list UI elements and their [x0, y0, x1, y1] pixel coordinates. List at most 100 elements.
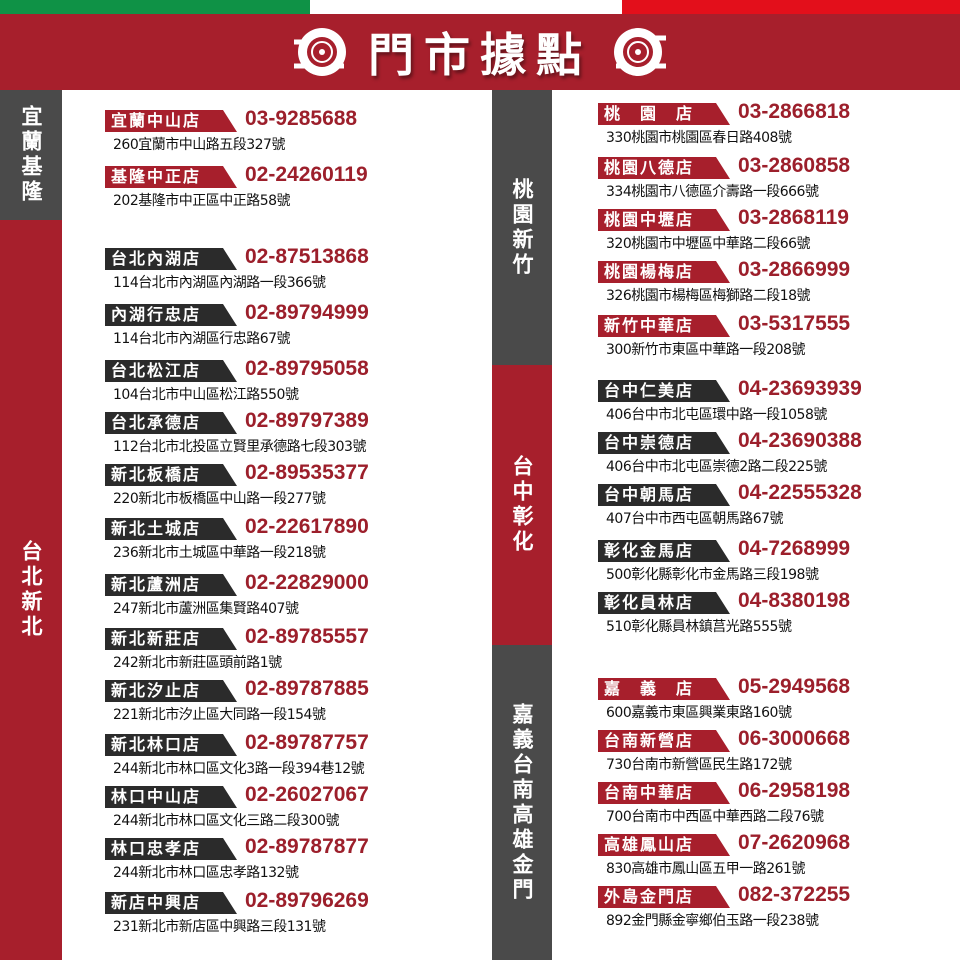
- store-name: 台北松江店: [105, 360, 237, 382]
- store-phone[interactable]: 04-8380198: [738, 589, 851, 612]
- store-phone[interactable]: 02-89794999: [245, 301, 369, 324]
- store-address: 247新北市蘆洲區集賢路407號: [113, 601, 299, 617]
- store-address: 326桃園市楊梅區梅獅路二段18號: [606, 288, 811, 304]
- store-address: 700台南市中西區中華西路二段76號: [606, 809, 824, 825]
- header: 門市據點: [0, 14, 960, 90]
- store-name: 高雄鳳山店: [598, 834, 730, 856]
- store-phone[interactable]: 02-89797389: [245, 409, 369, 432]
- store-phone[interactable]: 04-23690388: [738, 429, 862, 452]
- store-address: 231新北市新店區中興路三段131號: [113, 919, 326, 935]
- store-phone[interactable]: 02-89787885: [245, 677, 369, 700]
- store-name: 新北土城店: [105, 518, 237, 540]
- store-name: 桃園楊梅店: [598, 261, 730, 283]
- store-address: 600嘉義市東區興業東路160號: [606, 705, 792, 721]
- store-name: 新北汐止店: [105, 680, 237, 702]
- store-address: 221新北市汐止區大同路一段154號: [113, 707, 326, 723]
- region-bar: 台北新北: [0, 220, 62, 960]
- region-bar: 嘉義台南高雄金門: [492, 645, 552, 960]
- store-address: 244新北市林口區文化三路二段300號: [113, 813, 339, 829]
- store-address: 244新北市林口區忠孝路132號: [113, 865, 299, 881]
- store-address: 830高雄市鳳山區五甲一路261號: [606, 861, 805, 877]
- store-address: 330桃園市桃園區春日路408號: [606, 130, 792, 146]
- region-bar: 桃園新竹: [492, 90, 552, 365]
- store-name: 宜蘭中山店: [105, 110, 237, 132]
- store-phone[interactable]: 082-372255: [738, 883, 851, 906]
- stripe-green: [0, 0, 310, 14]
- store-phone[interactable]: 04-23693939: [738, 377, 862, 400]
- store-phone[interactable]: 04-22555328: [738, 481, 862, 504]
- store-phone[interactable]: 03-2866818: [738, 100, 851, 123]
- store-phone[interactable]: 02-89787757: [245, 731, 369, 754]
- store-name: 嘉 義 店: [598, 678, 730, 700]
- tire-icon: [294, 28, 346, 76]
- stripe-red: [622, 0, 960, 14]
- store-phone[interactable]: 02-22617890: [245, 515, 369, 538]
- store-phone[interactable]: 06-3000668: [738, 727, 851, 750]
- store-phone[interactable]: 02-89787877: [245, 835, 369, 858]
- store-phone[interactable]: 05-2949568: [738, 675, 851, 698]
- store-phone[interactable]: 03-5317555: [738, 312, 851, 335]
- store-address: 406台中市北屯區崇德2路二段225號: [606, 459, 827, 475]
- store-name: 新北新莊店: [105, 628, 237, 650]
- store-phone[interactable]: 02-24260119: [245, 163, 368, 186]
- store-address: 260宜蘭市中山路五段327號: [113, 137, 285, 153]
- store-address: 730台南市新營區民生路172號: [606, 757, 792, 773]
- store-address: 892金門縣金寧鄉伯玉路一段238號: [606, 913, 819, 929]
- store-address: 320桃園市中壢區中華路二段66號: [606, 236, 811, 252]
- store-phone[interactable]: 07-2620968: [738, 831, 851, 854]
- store-phone[interactable]: 02-87513868: [245, 245, 369, 268]
- store-phone[interactable]: 03-9285688: [245, 107, 358, 130]
- store-name: 新北蘆洲店: [105, 574, 237, 596]
- store-name: 台北內湖店: [105, 248, 237, 270]
- store-phone[interactable]: 02-89785557: [245, 625, 369, 648]
- store-name: 林口忠孝店: [105, 838, 237, 860]
- store-name: 彰化金馬店: [598, 540, 730, 562]
- store-address: 114台北市內湖區內湖路一段366號: [113, 275, 326, 291]
- store-name: 內湖行忠店: [105, 304, 237, 326]
- store-name: 新北板橋店: [105, 464, 237, 486]
- store-name: 彰化員林店: [598, 592, 730, 614]
- stripe-white: [310, 0, 622, 14]
- store-name: 台中朝馬店: [598, 484, 730, 506]
- store-phone[interactable]: 03-2868119: [738, 206, 849, 229]
- store-name: 台中崇德店: [598, 432, 730, 454]
- store-phone[interactable]: 02-89795058: [245, 357, 369, 380]
- store-phone[interactable]: 03-2860858: [738, 154, 851, 177]
- store-name: 新店中興店: [105, 892, 237, 914]
- store-address: 112台北市北投區立賢里承德路七段303號: [113, 439, 366, 455]
- page-title: 門市據點: [368, 28, 592, 82]
- store-phone[interactable]: 02-26027067: [245, 783, 369, 806]
- store-address: 114台北市內湖區行忠路67號: [113, 331, 291, 347]
- store-phone[interactable]: 02-89535377: [245, 461, 369, 484]
- store-address: 510彰化縣員林鎮莒光路555號: [606, 619, 792, 635]
- store-name: 新竹中華店: [598, 315, 730, 337]
- store-address: 104台北市中山區松江路550號: [113, 387, 299, 403]
- store-name: 基隆中正店: [105, 166, 237, 188]
- region-bar: 宜蘭基隆: [0, 90, 62, 220]
- store-name: 台南新營店: [598, 730, 730, 752]
- store-address: 300新竹市東區中華路一段208號: [606, 342, 805, 358]
- store-address: 202基隆市中正區中正路58號: [113, 193, 291, 209]
- store-name: 林口中山店: [105, 786, 237, 808]
- store-phone[interactable]: 02-22829000: [245, 571, 369, 594]
- store-name: 桃園中壢店: [598, 209, 730, 231]
- store-address: 236新北市土城區中華路一段218號: [113, 545, 326, 561]
- store-address: 406台中市北屯區環中路一段1058號: [606, 407, 827, 423]
- store-phone[interactable]: 03-2866999: [738, 258, 851, 281]
- store-name: 台北承德店: [105, 412, 237, 434]
- store-address: 220新北市板橋區中山路一段277號: [113, 491, 326, 507]
- store-address: 334桃園市八德區介壽路一段666號: [606, 184, 819, 200]
- store-address: 407台中市西屯區朝馬路67號: [606, 511, 784, 527]
- store-phone[interactable]: 02-89796269: [245, 889, 369, 912]
- store-address: 500彰化縣彰化市金馬路三段198號: [606, 567, 819, 583]
- store-address: 244新北市林口區文化3路一段394巷12號: [113, 761, 365, 777]
- store-phone[interactable]: 04-7268999: [738, 537, 851, 560]
- region-bar: 台中彰化: [492, 365, 552, 645]
- store-name: 台南中華店: [598, 782, 730, 804]
- store-name: 外島金門店: [598, 886, 730, 908]
- store-phone[interactable]: 06-2958198: [738, 779, 851, 802]
- tire-icon: [614, 28, 666, 76]
- store-name: 桃園八德店: [598, 157, 730, 179]
- store-name: 新北林口店: [105, 734, 237, 756]
- store-name: 台中仁美店: [598, 380, 730, 402]
